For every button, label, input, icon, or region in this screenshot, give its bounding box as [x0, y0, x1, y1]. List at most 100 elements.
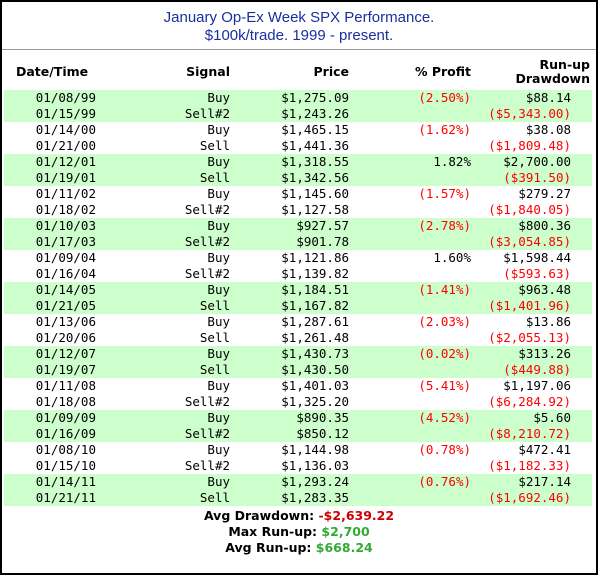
- max-runup-value: $2,700: [321, 524, 370, 539]
- percent-profit: 1.82%: [433, 154, 471, 169]
- entry-signal: Buy: [207, 410, 230, 425]
- exit-price: $1,136.03: [281, 458, 349, 473]
- trade-row: 01/09/04 Buy $1,121.86 1.60% $1,598.44 01/16/…: [2, 250, 596, 282]
- percent-profit: (0.76%): [418, 474, 471, 489]
- entry-price: $1,430.73: [281, 346, 349, 361]
- exit-price: $1,261.48: [281, 330, 349, 345]
- entry-line: 01/14/11 Buy $1,293.24 (0.76%) $217.14: [2, 474, 596, 490]
- row-background: [4, 346, 592, 378]
- percent-profit: (0.02%): [418, 346, 471, 361]
- exit-line: 01/19/01 Sell $1,342.56 ($391.50): [2, 170, 596, 186]
- entry-line: 01/14/05 Buy $1,184.51 (1.41%) $963.48: [2, 282, 596, 298]
- exit-date: 01/16/09: [35, 426, 96, 441]
- percent-profit: (0.78%): [418, 442, 471, 457]
- exit-line: 01/16/04 Sell#2 $1,139.82 ($593.63): [2, 266, 596, 282]
- exit-date: 01/16/04: [35, 266, 96, 281]
- trade-row: 01/12/07 Buy $1,430.73 (0.02%) $313.26 01/19/…: [2, 346, 596, 378]
- exit-line: 01/18/02 Sell#2 $1,127.58 ($1,840.05): [2, 202, 596, 218]
- exit-line: 01/15/10 Sell#2 $1,136.03 ($1,182.33): [2, 458, 596, 474]
- percent-profit: (5.41%): [418, 378, 471, 393]
- entry-date: 01/08/99: [35, 90, 96, 105]
- exit-line: 01/18/08 Sell#2 $1,325.20 ($6,284.92): [2, 394, 596, 410]
- exit-date: 01/19/01: [35, 170, 96, 185]
- entry-price: $1,401.03: [281, 378, 349, 393]
- runup-value: $800.36: [518, 218, 571, 233]
- exit-date: 01/21/11: [35, 490, 96, 505]
- entry-line: 01/12/01 Buy $1,318.55 1.82% $2,700.00: [2, 154, 596, 170]
- entry-price: $927.57: [296, 218, 349, 233]
- avg-drawdown-value: -$2,639.22: [318, 508, 395, 523]
- exit-signal: Sell#2: [184, 458, 230, 473]
- entry-price: $1,465.15: [281, 122, 349, 137]
- exit-price: $1,243.26: [281, 106, 349, 121]
- exit-signal: Sell: [199, 298, 230, 313]
- header-drawdown: Drawdown: [515, 71, 590, 86]
- exit-signal: Sell#2: [184, 234, 230, 249]
- exit-price: $1,283.35: [281, 490, 349, 505]
- runup-value: $88.14: [525, 90, 571, 105]
- row-background: [4, 90, 592, 122]
- trade-row: 01/11/08 Buy $1,401.03 (5.41%) $1,197.06 01/1…: [2, 378, 596, 410]
- header-runup: Run-up: [539, 57, 590, 72]
- avg-runup-label: Avg Run-up:: [225, 540, 312, 555]
- exit-signal: Sell#2: [184, 426, 230, 441]
- percent-profit: (2.03%): [418, 314, 471, 329]
- entry-signal: Buy: [207, 282, 230, 297]
- drawdown-value: ($1,182.33): [488, 458, 571, 473]
- entry-date: 01/11/08: [35, 378, 96, 393]
- runup-value: $313.26: [518, 346, 571, 361]
- entry-line: 01/10/03 Buy $927.57 (2.78%) $800.36: [2, 218, 596, 234]
- entry-line: 01/09/09 Buy $890.35 (4.52%) $5.60: [2, 410, 596, 426]
- drawdown-value: ($6,284.92): [488, 394, 571, 409]
- entry-date: 01/10/03: [35, 218, 96, 233]
- entry-line: 01/11/08 Buy $1,401.03 (5.41%) $1,197.06: [2, 378, 596, 394]
- exit-signal: Sell: [199, 330, 230, 345]
- entry-price: $1,144.98: [281, 442, 349, 457]
- entry-price: $1,318.55: [281, 154, 349, 169]
- runup-value: $13.86: [525, 314, 571, 329]
- entry-date: 01/09/09: [35, 410, 96, 425]
- exit-signal: Sell: [199, 362, 230, 377]
- entry-date: 01/08/10: [35, 442, 96, 457]
- entry-signal: Buy: [207, 122, 230, 137]
- exit-date: 01/21/05: [35, 298, 96, 313]
- drawdown-value: ($1,692.46): [488, 490, 571, 505]
- entry-date: 01/14/00: [35, 122, 96, 137]
- summary-block: Avg Drawdown: -$2,639.22 Max Run-up: $2,…: [2, 508, 596, 556]
- runup-value: $963.48: [518, 282, 571, 297]
- entry-price: $1,275.09: [281, 90, 349, 105]
- trade-row: 01/09/09 Buy $890.35 (4.52%) $5.60 01/16/09 Se…: [2, 410, 596, 442]
- drawdown-value: ($593.63): [503, 266, 571, 281]
- report-title: January Op-Ex Week SPX Performance. $100…: [2, 9, 596, 45]
- title-line-2: $100k/trade. 1999 - present.: [204, 27, 394, 44]
- exit-price: $850.12: [296, 426, 349, 441]
- exit-signal: Sell: [199, 490, 230, 505]
- title-divider: [2, 49, 596, 50]
- entry-signal: Buy: [207, 378, 230, 393]
- entry-date: 01/12/07: [35, 346, 96, 361]
- entry-signal: Buy: [207, 314, 230, 329]
- row-background: [4, 154, 592, 186]
- exit-date: 01/17/03: [35, 234, 96, 249]
- exit-price: $1,441.36: [281, 138, 349, 153]
- trade-row: 01/13/06 Buy $1,287.61 (2.03%) $13.86 01/20/0…: [2, 314, 596, 346]
- summary-avg-drawdown: Avg Drawdown: -$2,639.22: [2, 508, 596, 524]
- summary-max-runup: Max Run-up: $2,700: [2, 524, 596, 540]
- exit-signal: Sell#2: [184, 202, 230, 217]
- runup-value: $279.27: [518, 186, 571, 201]
- exit-line: 01/21/05 Sell $1,167.82 ($1,401.96): [2, 298, 596, 314]
- entry-signal: Buy: [207, 250, 230, 265]
- row-background: [4, 410, 592, 442]
- drawdown-value: ($5,343.00): [488, 106, 571, 121]
- exit-price: $1,167.82: [281, 298, 349, 313]
- drawdown-value: ($8,210.72): [488, 426, 571, 441]
- drawdown-value: ($2,055.13): [488, 330, 571, 345]
- entry-date: 01/14/11: [35, 474, 96, 489]
- runup-value: $2,700.00: [503, 154, 571, 169]
- exit-line: 01/21/00 Sell $1,441.36 ($1,809.48): [2, 138, 596, 154]
- runup-value: $5.60: [533, 410, 571, 425]
- trade-row: 01/08/10 Buy $1,144.98 (0.78%) $472.41 01/15/…: [2, 442, 596, 474]
- trade-row: 01/12/01 Buy $1,318.55 1.82% $2,700.00 01/19/…: [2, 154, 596, 186]
- percent-profit: (1.62%): [418, 122, 471, 137]
